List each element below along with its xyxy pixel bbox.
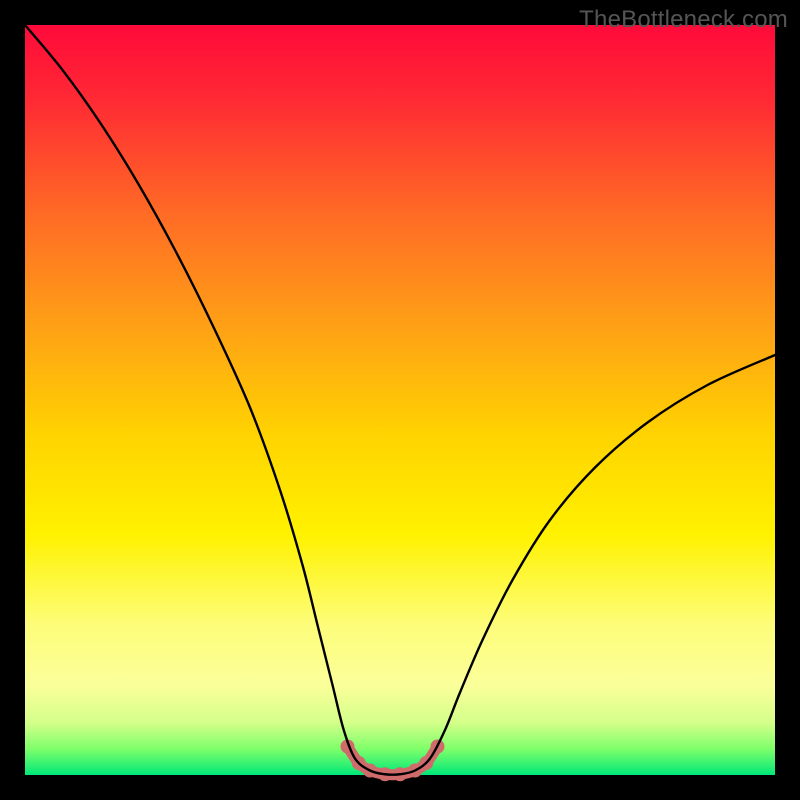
chart-frame: TheBottleneck.com xyxy=(0,0,800,800)
plot-background xyxy=(25,25,775,775)
bottleneck-curve-chart xyxy=(0,0,800,800)
